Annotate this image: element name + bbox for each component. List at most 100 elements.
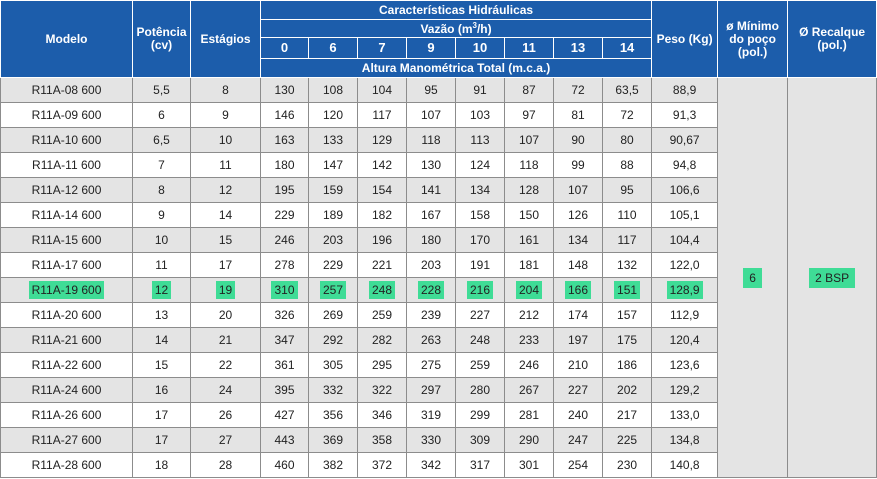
cell-altura-value: 230	[617, 458, 638, 472]
vazao-value-cell: 14	[601, 37, 653, 59]
cell-altura-value: 369	[322, 433, 344, 447]
cell-altura-value: 282	[371, 333, 393, 347]
cell-altura-value: 130	[420, 158, 442, 172]
cell-potencia-value: 7	[158, 158, 165, 172]
cell-potencia: 8	[132, 177, 191, 203]
cell-altura: 278	[260, 252, 309, 278]
cell-peso-value: 140,8	[669, 458, 700, 472]
table-row: R11A-10 600 6,5 10 163 133 129 118 113 107 90 80 90…	[0, 127, 877, 153]
cell-altura: 118	[504, 152, 554, 178]
cell-altura: 129	[357, 127, 407, 153]
cell-estagios: 14	[190, 202, 261, 228]
cell-altura-value: 167	[420, 208, 442, 222]
cell-altura: 103	[455, 102, 505, 128]
cell-peso-value: 90,67	[669, 133, 700, 147]
cell-estagios-value: 27	[218, 433, 233, 447]
vazao-value-cell: 10	[455, 37, 505, 59]
cell-altura-value: 180	[420, 233, 442, 247]
cell-altura: 346	[357, 402, 407, 428]
cell-altura-value: 305	[322, 358, 344, 372]
cell-altura-value: 197	[567, 333, 589, 347]
vazao-value-cell: 6	[308, 37, 358, 59]
cell-altura: 189	[308, 202, 358, 228]
cell-altura: 128	[504, 177, 554, 203]
cell-altura: 372	[357, 452, 407, 478]
cell-altura-value: 322	[371, 383, 393, 397]
cell-altura: 182	[357, 202, 407, 228]
cell-altura: 443	[260, 427, 309, 453]
cell-altura: 108	[308, 77, 358, 103]
cell-peso: 91,3	[651, 102, 719, 128]
cell-altura: 148	[553, 252, 603, 278]
cell-modelo: R11A-15 600	[0, 227, 133, 253]
cell-altura-value: 263	[420, 333, 442, 347]
cell-potencia: 7	[132, 152, 191, 178]
cell-modelo-value: R11A-15 600	[31, 233, 102, 247]
cell-altura-value: 158	[469, 208, 491, 222]
cell-altura: 332	[308, 377, 358, 403]
cell-altura-value: 217	[617, 408, 638, 422]
cell-potencia: 17	[132, 402, 191, 428]
cell-altura-value: 278	[274, 258, 295, 272]
vazao-value-cell: 13	[553, 37, 603, 59]
cell-altura: 309	[455, 427, 505, 453]
cell-altura-value: 332	[322, 383, 344, 397]
cell-altura-value: 292	[322, 333, 344, 347]
cell-peso: 105,1	[651, 202, 719, 228]
cell-modelo-value: R11A-10 600	[31, 133, 102, 147]
cell-altura: 175	[601, 327, 653, 353]
cell-potencia: 16	[132, 377, 191, 403]
cell-altura: 91	[455, 77, 505, 103]
cell-potencia: 6,5	[132, 127, 191, 153]
cell-potencia: 15	[132, 352, 191, 378]
cell-modelo: R11A-10 600	[0, 127, 133, 153]
cell-altura: 120	[308, 102, 358, 128]
cell-altura-value: 161	[518, 233, 540, 247]
table-row: R11A-09 600 6 9 146 120 117 107 103 97 81 72 91,3	[0, 102, 877, 128]
cell-altura-value: 163	[274, 133, 295, 147]
cell-altura: 228	[406, 277, 456, 303]
cell-altura-value: 202	[617, 383, 638, 397]
cell-altura-value: 310	[271, 281, 298, 299]
cell-altura-value: 290	[518, 433, 540, 447]
cell-altura-value: 275	[420, 358, 442, 372]
cell-altura-value: 63,5	[615, 83, 639, 97]
cell-altura-value: 186	[617, 358, 638, 372]
cell-altura: 104	[357, 77, 407, 103]
cell-peso-value: 129,2	[669, 383, 700, 397]
cell-altura: 147	[308, 152, 358, 178]
cell-modelo: R11A-22 600	[0, 352, 133, 378]
cell-recalque-value: 2 BSP	[809, 267, 856, 288]
cell-peso: 140,8	[651, 452, 719, 478]
cell-altura: 88	[601, 152, 653, 178]
cell-potencia: 18	[132, 452, 191, 478]
cell-altura-value: 87	[522, 83, 536, 97]
cell-altura-value: 88	[620, 158, 634, 172]
cell-estagios: 27	[190, 427, 261, 453]
header-vazao-suffix: /h)	[476, 21, 492, 36]
cell-altura-value: 117	[372, 108, 392, 122]
cell-minimo-poco-value: 6	[743, 267, 762, 288]
cell-altura-value: 148	[567, 258, 589, 272]
cell-peso: 120,4	[651, 327, 719, 353]
cell-peso-value: 106,6	[669, 183, 700, 197]
cell-altura: 81	[553, 102, 603, 128]
cell-altura-value: 181	[518, 258, 540, 272]
cell-altura-value: 80	[620, 133, 634, 147]
cell-altura-value: 157	[617, 308, 638, 322]
cell-altura: 132	[601, 252, 653, 278]
cell-altura-value: 247	[567, 433, 589, 447]
cell-altura-value: 361	[274, 358, 295, 372]
cell-altura: 281	[504, 402, 554, 428]
cell-altura-value: 342	[420, 458, 442, 472]
cell-altura-value: 259	[371, 308, 393, 322]
cell-altura: 217	[601, 402, 653, 428]
cell-altura: 151	[601, 277, 653, 303]
cell-potencia-value: 17	[154, 433, 169, 447]
cell-estagios-value: 28	[218, 458, 233, 472]
cell-estagios-value: 10	[218, 133, 233, 147]
cell-altura-value: 81	[571, 108, 585, 122]
cell-altura: 246	[504, 352, 554, 378]
cell-altura-value: 126	[567, 208, 589, 222]
cell-altura: 297	[406, 377, 456, 403]
